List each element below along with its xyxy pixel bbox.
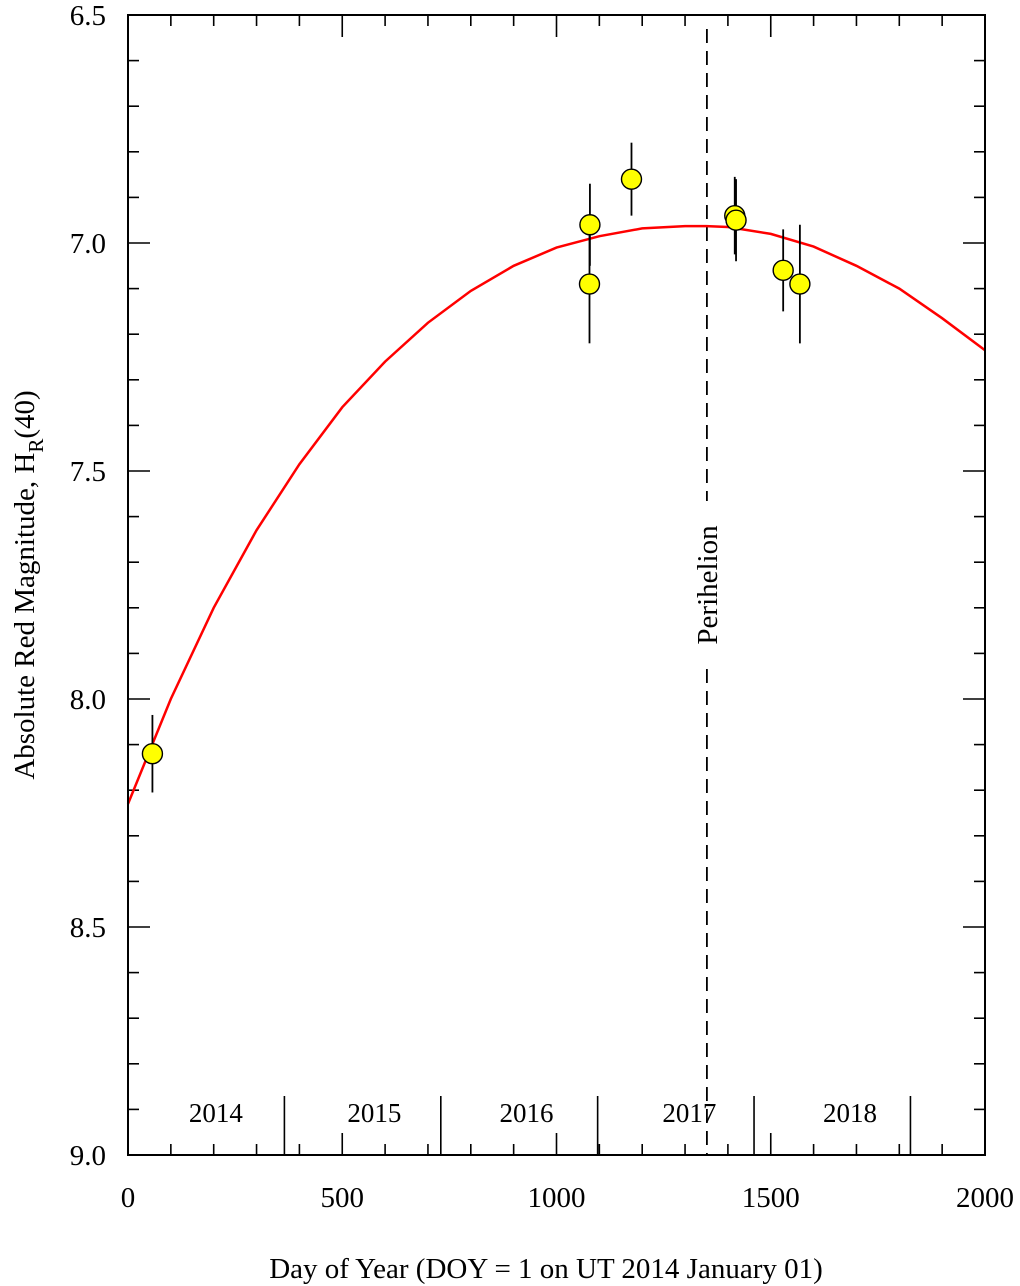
data-points	[141, 168, 811, 765]
error-bars	[151, 142, 801, 793]
data-point	[725, 209, 747, 231]
y-tick-label: 8.0	[70, 684, 106, 716]
y-axis-title: Absolute Red Magnitude, HR(40)	[9, 390, 48, 779]
x-tick-label: 0	[121, 1182, 136, 1214]
y-tick-label: 6.5	[70, 0, 106, 32]
year-label: 2017	[662, 1098, 716, 1128]
y-tick-labels: 6.5 7.0 7.5 8.0 8.5 9.0	[70, 0, 106, 1172]
plot-frame	[127, 14, 986, 1156]
minor-ticks	[128, 15, 985, 1155]
x-axis-title: Day of Year (DOY = 1 on UT 2014 January …	[269, 1253, 823, 1285]
major-ticks	[127, 14, 986, 1156]
perihelion-label: Perihelion	[692, 525, 724, 645]
y-axis-title-main: Absolute Red Magnitude, H	[9, 453, 41, 780]
data-point	[578, 273, 601, 295]
year-label: 2018	[823, 1098, 877, 1128]
x-tick-label: 1500	[742, 1182, 800, 1214]
x-tick-label: 500	[321, 1182, 365, 1214]
y-axis-title-sub: R	[24, 439, 48, 453]
data-point	[772, 259, 794, 282]
y-tick-label: 8.5	[70, 912, 106, 944]
perihelion-group: Perihelion	[692, 29, 724, 1155]
year-label: 2015	[347, 1098, 401, 1128]
year-label: 2016	[500, 1098, 554, 1128]
y-tick-label: 7.5	[70, 456, 106, 488]
x-tick-label: 2000	[956, 1182, 1014, 1214]
year-markers: 2014 2015 2016 2017 2018	[189, 1096, 912, 1155]
fit-curve	[126, 224, 986, 805]
data-point	[789, 273, 811, 295]
year-label: 2014	[189, 1098, 244, 1128]
data-point	[579, 214, 601, 236]
y-tick-label: 9.0	[70, 1140, 106, 1172]
data-point	[141, 743, 164, 765]
data-point	[620, 168, 643, 190]
x-tick-label: 1000	[528, 1182, 586, 1214]
x-tick-labels: 0 500 1000 1500 2000	[121, 1182, 1014, 1214]
y-axis-title-tail: (40)	[9, 390, 41, 438]
y-tick-label: 7.0	[70, 228, 106, 260]
